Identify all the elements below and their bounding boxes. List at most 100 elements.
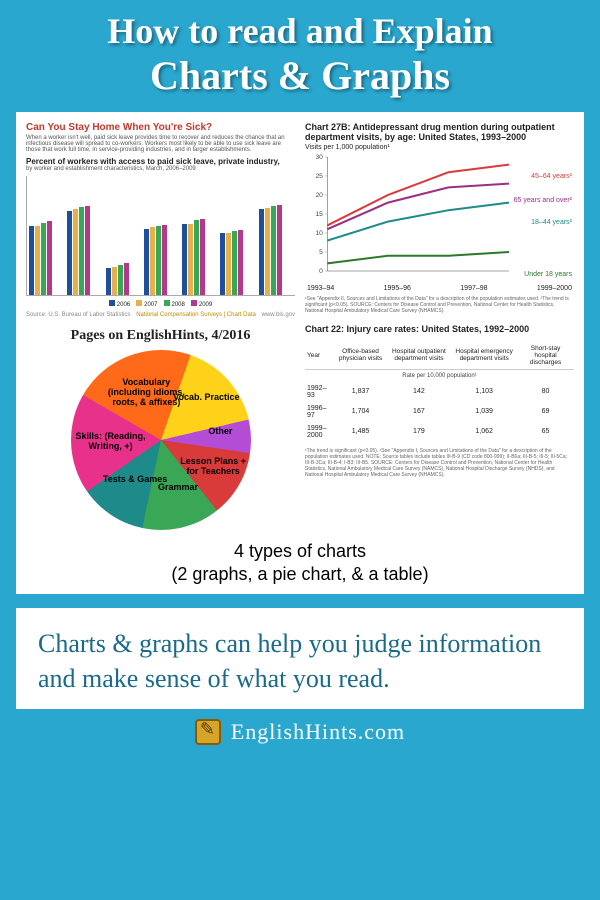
rate-label: Rate per 10,000 population¹ (305, 369, 574, 382)
bar-group (144, 225, 178, 295)
caption-line2: (2 graphs, a pie chart, & a table) (26, 563, 574, 586)
bar-footer-right: www.bls.gov (262, 312, 295, 318)
pie-wrap: Vocabulary (including idioms, roots, & a… (71, 350, 251, 530)
bar (67, 211, 72, 295)
pie-chart: Pages on EnglishHints, 4/2016 Vocabulary… (26, 324, 295, 530)
brand-icon (195, 719, 221, 745)
heading: How to read and Explain Charts & Graphs (16, 12, 584, 98)
table-cell: 65 (517, 422, 574, 442)
col-header: Year (305, 342, 334, 370)
bar (162, 225, 167, 295)
table-cell: 179 (387, 422, 452, 442)
x-tick: 1999–2000 (537, 285, 572, 292)
bar-group (29, 221, 63, 294)
bar (35, 226, 40, 294)
x-tick: 1995–96 (384, 285, 411, 292)
bar (194, 220, 199, 294)
table-cell: 1996–97 (305, 402, 334, 422)
bar (277, 205, 282, 295)
bar (188, 224, 193, 295)
line-title: Chart 27B: Antidepressant drug mention d… (305, 122, 574, 142)
bar (79, 207, 84, 295)
x-tick: 1993–94 (307, 285, 334, 292)
line-x-labels: 1993–94 1995–96 1997–98 1999–2000 (305, 285, 574, 292)
bar-title: Percent of workers with access to paid s… (26, 157, 295, 166)
legend-item: 2008 (164, 300, 185, 308)
bar (144, 229, 149, 295)
table-cell: 142 (387, 382, 452, 402)
table-footnote: ¹The trend is significant (p<0.05). ¹See… (305, 448, 574, 478)
svg-text:30: 30 (315, 154, 323, 161)
bar (156, 226, 161, 294)
table-cell: 1,837 (334, 382, 386, 402)
bar (85, 206, 90, 295)
table-row: 1996–971,7041671,03969 (305, 402, 574, 422)
svg-text:15: 15 (315, 211, 323, 218)
bar (220, 233, 225, 294)
data-table: YearOffice-based physician visitsHospita… (305, 342, 574, 442)
bar (118, 265, 123, 295)
bar-footer: Source: U.S. Bureau of Labor Statistics … (26, 312, 295, 318)
bar-legend: 2006200720082009 (26, 300, 295, 308)
bar (124, 263, 129, 294)
bar (226, 233, 231, 294)
bar-group (106, 263, 140, 294)
heading-line2: Charts & Graphs (16, 54, 584, 98)
table-row: 1992–931,8371421,10380 (305, 382, 574, 402)
bar-group (182, 219, 216, 295)
svg-text:10: 10 (315, 230, 323, 237)
bar-chart: Can You Stay Home When You're Sick? When… (26, 122, 295, 318)
pie-title: Pages on EnglishHints, 4/2016 (26, 328, 295, 344)
bar-footer-source: Source: U.S. Bureau of Labor Statistics (26, 312, 130, 318)
bar-footer-links[interactable]: National Compensation Surveys | Chart Da… (136, 312, 256, 318)
bar (265, 208, 270, 294)
table-cell: 167 (387, 402, 452, 422)
bar (112, 267, 117, 295)
line-plot-area: 051015202530 45–64 years²65 years and ov… (305, 153, 574, 283)
bar-lede: When a worker isn't well, paid sick leav… (26, 135, 295, 153)
bar (41, 223, 46, 295)
legend-item: 2009 (191, 300, 212, 308)
table-cell: 1999–2000 (305, 422, 334, 442)
x-tick: 1997–98 (460, 285, 487, 292)
bar-subtitle: by worker and establishment characterist… (26, 166, 295, 172)
line-footnote: ¹See "Appendix II, Sources and Limitatio… (305, 296, 574, 314)
series-label: 45–64 years² (531, 173, 572, 180)
bar (150, 227, 155, 294)
caption-line1: 4 types of charts (26, 540, 574, 563)
table-cell: 1992–93 (305, 382, 334, 402)
series-label: Under 18 years (524, 271, 572, 278)
bar (232, 231, 237, 295)
bar (200, 219, 205, 295)
summary-text: Charts & graphs can help you judge infor… (38, 626, 562, 696)
svg-text:25: 25 (315, 173, 323, 180)
pie-circle (71, 350, 251, 530)
charts-panel: Can You Stay Home When You're Sick? When… (16, 112, 584, 595)
bar (238, 230, 243, 295)
table-cell: 1,704 (334, 402, 386, 422)
col-header: Hospital emergency department visits (451, 342, 517, 370)
bar (259, 209, 264, 294)
page: How to read and Explain Charts & Graphs … (0, 0, 600, 900)
site-brand: EnglishHints.com (16, 719, 584, 745)
bar (271, 206, 276, 295)
table-title: Chart 22: Injury care rates: United Stat… (305, 324, 574, 334)
svg-text:20: 20 (315, 192, 323, 199)
svg-text:5: 5 (319, 249, 323, 256)
bar-group (259, 205, 293, 295)
col-header: Hospital outpatient department visits (387, 342, 452, 370)
heading-line1: How to read and Explain (16, 12, 584, 52)
legend-item: 2007 (136, 300, 157, 308)
series-label: 18–44 years² (531, 219, 572, 226)
bar-group (67, 206, 101, 295)
caption: 4 types of charts (2 graphs, a pie chart… (26, 540, 574, 587)
site-name: EnglishHints.com (231, 719, 405, 744)
bar-group (220, 230, 254, 295)
bar (73, 209, 78, 294)
table-cell: 1,103 (451, 382, 517, 402)
table-cell: 1,062 (451, 422, 517, 442)
summary-box: Charts & graphs can help you judge infor… (16, 608, 584, 708)
bar (106, 268, 111, 294)
col-header: Office-based physician visits (334, 342, 386, 370)
table-cell: 80 (517, 382, 574, 402)
